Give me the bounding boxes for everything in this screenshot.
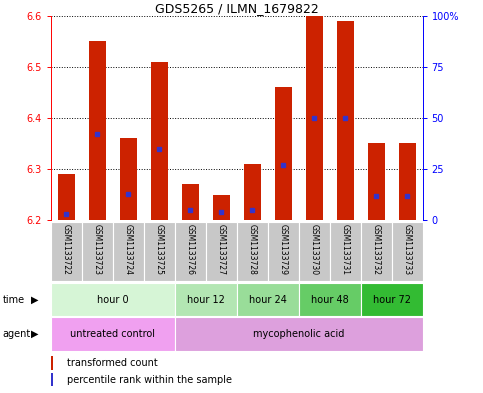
Bar xyxy=(337,21,354,220)
Bar xyxy=(175,222,206,281)
Text: untreated control: untreated control xyxy=(70,329,155,339)
Bar xyxy=(298,222,329,281)
Bar xyxy=(368,143,384,220)
Bar xyxy=(213,195,230,220)
Text: transformed count: transformed count xyxy=(68,358,158,368)
Text: hour 12: hour 12 xyxy=(187,295,225,305)
Text: hour 48: hour 48 xyxy=(311,295,349,305)
Bar xyxy=(361,283,423,316)
Bar xyxy=(151,62,168,220)
Text: time: time xyxy=(2,295,25,305)
Bar xyxy=(206,222,237,281)
Bar xyxy=(275,87,292,220)
Text: GSM1133722: GSM1133722 xyxy=(62,224,71,275)
Text: agent: agent xyxy=(2,329,30,339)
Bar xyxy=(51,283,175,316)
Bar xyxy=(120,138,137,220)
Bar xyxy=(306,16,323,220)
Bar xyxy=(51,222,82,281)
Bar xyxy=(182,184,199,220)
Text: hour 24: hour 24 xyxy=(249,295,286,305)
Text: mycophenolic acid: mycophenolic acid xyxy=(253,329,344,339)
Text: GSM1133726: GSM1133726 xyxy=(185,224,195,275)
Bar xyxy=(144,222,175,281)
Bar xyxy=(237,283,298,316)
Bar xyxy=(51,373,53,386)
Bar xyxy=(268,222,298,281)
Text: GSM1133729: GSM1133729 xyxy=(279,224,288,275)
Text: GSM1133728: GSM1133728 xyxy=(248,224,256,275)
Bar xyxy=(51,317,175,351)
Text: ▶: ▶ xyxy=(31,295,39,305)
Text: GSM1133733: GSM1133733 xyxy=(403,224,412,275)
Text: GSM1133724: GSM1133724 xyxy=(124,224,133,275)
Text: GSM1133732: GSM1133732 xyxy=(371,224,381,275)
Bar xyxy=(392,222,423,281)
Bar xyxy=(243,164,261,220)
Bar xyxy=(51,356,53,369)
Title: GDS5265 / ILMN_1679822: GDS5265 / ILMN_1679822 xyxy=(155,2,319,15)
Text: GSM1133725: GSM1133725 xyxy=(155,224,164,275)
Bar xyxy=(298,283,361,316)
Bar xyxy=(175,283,237,316)
Bar xyxy=(82,222,113,281)
Text: GSM1133730: GSM1133730 xyxy=(310,224,319,275)
Bar xyxy=(175,317,423,351)
Text: ▶: ▶ xyxy=(31,329,39,339)
Text: GSM1133727: GSM1133727 xyxy=(217,224,226,275)
Bar xyxy=(398,143,416,220)
Bar xyxy=(237,222,268,281)
Bar xyxy=(329,222,361,281)
Bar xyxy=(89,41,106,220)
Bar xyxy=(361,222,392,281)
Bar xyxy=(113,222,144,281)
Text: hour 72: hour 72 xyxy=(372,295,411,305)
Text: percentile rank within the sample: percentile rank within the sample xyxy=(68,375,232,384)
Text: GSM1133731: GSM1133731 xyxy=(341,224,350,275)
Text: GSM1133723: GSM1133723 xyxy=(93,224,102,275)
Bar xyxy=(57,174,75,220)
Text: hour 0: hour 0 xyxy=(97,295,128,305)
